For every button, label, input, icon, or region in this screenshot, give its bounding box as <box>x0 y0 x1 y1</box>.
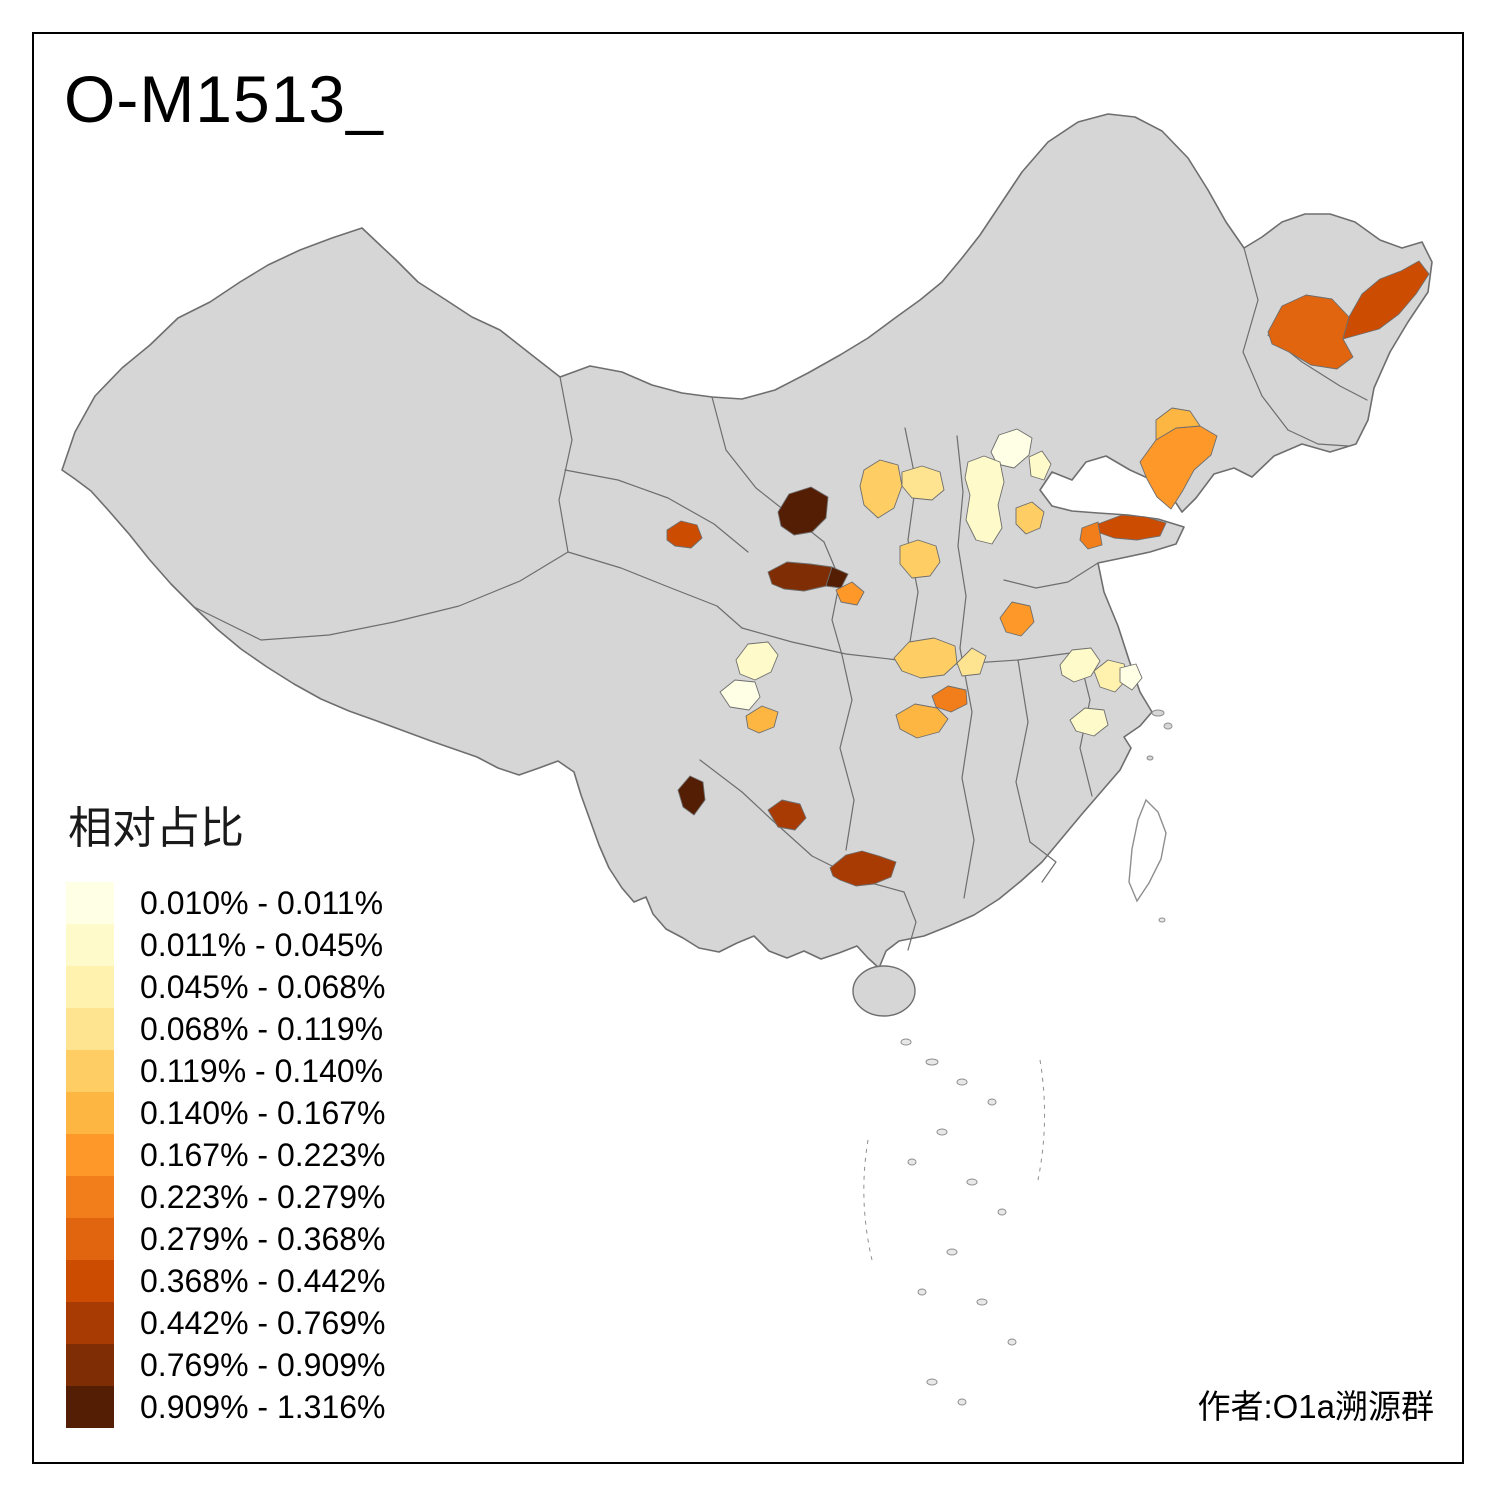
region-liaoning-north <box>1155 407 1201 441</box>
legend-title: 相对占比 <box>68 804 244 853</box>
legend-color-swatch <box>66 882 114 924</box>
legend-range-label: 0.909% - 1.316% <box>140 1388 386 1425</box>
mainland-outline <box>61 113 1433 969</box>
legend-color-swatch <box>66 1008 114 1050</box>
region-shandong-tip <box>1097 514 1167 541</box>
legend-color-swatch <box>66 924 114 966</box>
hainan-island <box>852 965 916 1017</box>
colored-regions <box>666 260 1430 887</box>
legend-color-swatch <box>66 1344 114 1386</box>
legend-color-swatch <box>66 1260 114 1302</box>
legend-range-label: 0.140% - 0.167% <box>140 1094 386 1131</box>
region-guizhou-west <box>767 799 807 831</box>
legend-row: 0.223% - 0.279% <box>66 1176 386 1218</box>
region-tianjin <box>1028 450 1052 481</box>
region-gansu-north <box>777 486 829 536</box>
region-hebei-south <box>964 455 1005 545</box>
legend-row: 0.140% - 0.167% <box>66 1092 386 1134</box>
legend-color-swatch <box>66 1092 114 1134</box>
legend-row: 0.068% - 0.119% <box>66 1008 386 1050</box>
legend-row: 0.368% - 0.442% <box>66 1260 386 1302</box>
legend-range-label: 0.119% - 0.140% <box>140 1052 384 1089</box>
legend-row: 0.011% - 0.045% <box>66 924 386 966</box>
legend-row: 0.119% - 0.140% <box>66 1050 386 1092</box>
page-title: O-M1513_ <box>64 62 384 136</box>
region-hebei-small <box>1015 501 1045 535</box>
region-hubei-yellow <box>895 703 949 739</box>
map-legend: 相对占比 0.010% - 0.011% 0.011% - 0.045% 0.045… <box>66 792 386 1428</box>
region-shanxi-south <box>899 539 941 579</box>
region-guizhou-south <box>829 850 897 887</box>
legend-range-label: 0.010% - 0.011% <box>140 884 384 921</box>
region-sichuan-pale-2 <box>719 679 761 711</box>
legend-range-label: 0.167% - 0.223% <box>140 1136 386 1173</box>
legend-color-swatch <box>66 1302 114 1344</box>
region-qinghai-east <box>666 520 703 549</box>
region-sichuan-orange <box>745 705 779 734</box>
region-yunnan-northeast <box>677 775 706 816</box>
legend-range-label: 0.769% - 0.909% <box>140 1346 386 1383</box>
legend-color-swatch <box>66 1050 114 1092</box>
legend-range-label: 0.442% - 0.769% <box>140 1304 386 1341</box>
legend-range-label: 0.368% - 0.442% <box>140 1262 386 1299</box>
legend-color-swatch <box>66 1134 114 1176</box>
legend-color-swatch <box>66 1176 114 1218</box>
legend-range-label: 0.279% - 0.368% <box>140 1220 386 1257</box>
region-sichuan-pale-1 <box>735 641 779 681</box>
region-jiangsu-tiny <box>1119 663 1143 691</box>
taiwan-island <box>1128 798 1167 903</box>
legend-range-label: 0.068% - 0.119% <box>140 1010 384 1047</box>
legend-range-label: 0.045% - 0.068% <box>140 968 386 1005</box>
region-gansu-orange <box>835 581 865 606</box>
legend-rows: 0.010% - 0.011% 0.011% - 0.045% 0.045% - 0… <box>66 882 386 1428</box>
region-anhui-pale-1 <box>1059 647 1101 683</box>
legend-range-label: 0.011% - 0.045% <box>140 926 384 963</box>
region-heilongjiang-west <box>1267 294 1354 370</box>
region-hebei-west <box>901 465 945 501</box>
legend-row: 0.279% - 0.368% <box>66 1218 386 1260</box>
legend-row: 0.909% - 1.316% <box>66 1386 386 1428</box>
legend-color-swatch <box>66 1218 114 1260</box>
south-china-sea-islands <box>863 917 1166 1406</box>
zhoushan-islands <box>1146 709 1173 761</box>
region-henan-light <box>956 647 987 677</box>
region-hubei-small-orange <box>931 685 968 713</box>
legend-color-swatch <box>66 1386 114 1428</box>
region-henan-northeast <box>999 601 1035 637</box>
legend-row: 0.167% - 0.223% <box>66 1134 386 1176</box>
legend-row: 0.010% - 0.011% <box>66 882 386 924</box>
region-heilongjiang-east <box>1342 260 1430 340</box>
legend-color-swatch <box>66 966 114 1008</box>
legend-row: 0.045% - 0.068% <box>66 966 386 1008</box>
legend-row: 0.769% - 0.909% <box>66 1344 386 1386</box>
legend-range-label: 0.223% - 0.279% <box>140 1178 386 1215</box>
region-shanxi-north <box>859 459 903 519</box>
region-jiangsu-pale <box>1069 707 1109 737</box>
attribution-text: 作者:O1a溯源群 <box>1197 1388 1434 1425</box>
legend-row: 0.442% - 0.769% <box>66 1302 386 1344</box>
region-shandong-mid <box>1079 521 1103 550</box>
